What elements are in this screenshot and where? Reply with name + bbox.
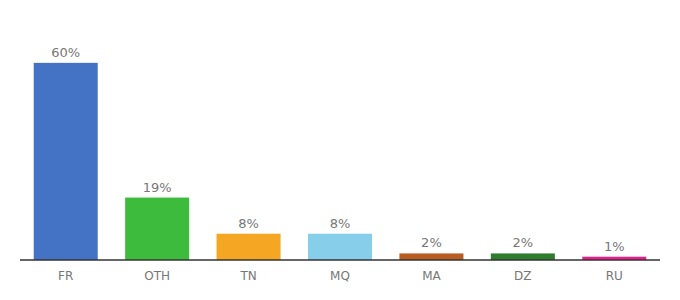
data-label: 19%: [143, 180, 172, 195]
x-tick-label: TN: [239, 269, 256, 283]
bar: [308, 234, 372, 260]
data-label: 1%: [604, 239, 625, 254]
x-tick-label: OTH: [144, 269, 170, 283]
data-label: 8%: [238, 216, 259, 231]
bar: [217, 234, 281, 260]
x-tick-label: DZ: [514, 269, 531, 283]
bar: [125, 198, 189, 260]
x-tick-label: FR: [58, 269, 73, 283]
x-axis-line: [20, 259, 660, 261]
bars: [34, 63, 647, 260]
labels: 60% 19% 8% 8% 2% 2% 1%: [51, 45, 624, 254]
x-tick-label: MA: [422, 269, 441, 283]
bar: [399, 253, 463, 260]
data-label: 8%: [330, 216, 351, 231]
data-label: 60%: [51, 45, 80, 60]
data-label: 2%: [421, 235, 442, 250]
x-tick-label: MQ: [330, 269, 350, 283]
bar: [491, 253, 555, 260]
chart-container: 60% 19% 8% 8% 2% 2% 1% FR OTH TN MQ MA DZ RU: [0, 0, 680, 300]
bar: [34, 63, 98, 260]
background: [0, 0, 680, 300]
data-label: 2%: [513, 235, 534, 250]
x-tick-label: RU: [606, 269, 623, 283]
chart: 60% 19% 8% 8% 2% 2% 1% FR OTH TN MQ MA DZ RU: [0, 0, 680, 300]
